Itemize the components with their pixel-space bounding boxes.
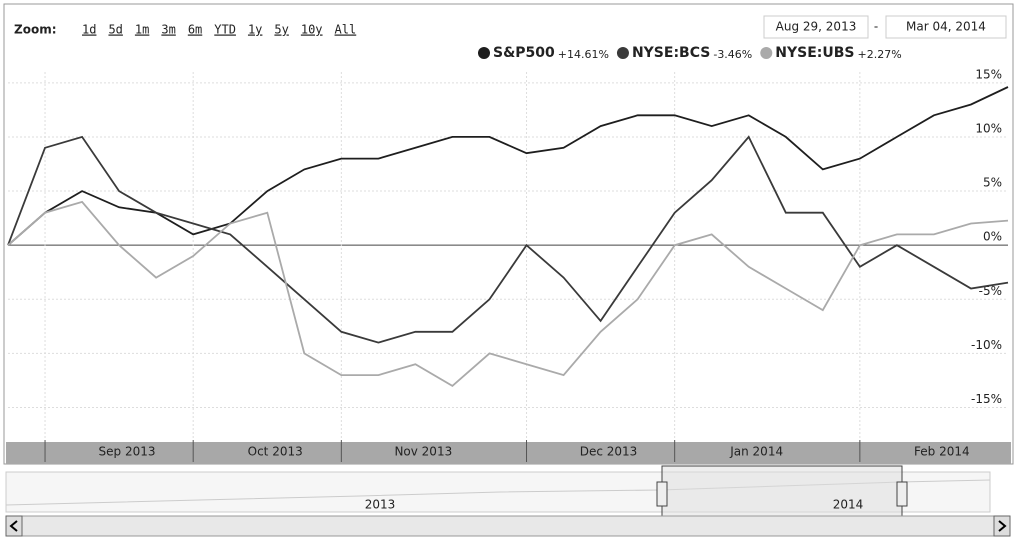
series-line — [7, 86, 1009, 246]
x-axis-band — [6, 442, 1011, 464]
series-line — [7, 135, 1009, 344]
scrollbar[interactable] — [5, 515, 1011, 537]
x-tick-label: Feb 2014 — [914, 445, 970, 459]
legend-name[interactable]: S&P500 — [493, 45, 555, 61]
navigator-handle-left[interactable] — [656, 481, 668, 507]
legend-dot[interactable] — [760, 47, 773, 59]
navigator-year: 2014 — [833, 498, 864, 512]
navigator-year: 2013 — [365, 498, 396, 512]
x-tick-label: Jan 2014 — [729, 445, 783, 459]
y-tick-label: -15% — [971, 392, 1002, 406]
legend-change: +14.61% — [558, 48, 609, 61]
chart-frame — [3, 3, 1014, 465]
y-tick-label: -10% — [971, 338, 1002, 352]
scroll-right-arrow — [998, 520, 1007, 532]
legend-change: -3.46% — [713, 48, 752, 61]
y-tick-label: -5% — [979, 284, 1002, 298]
y-tick-label: 15% — [975, 67, 1002, 81]
zoom-button[interactable]: YTD — [214, 23, 236, 37]
zoom-button[interactable]: 1m — [135, 23, 149, 37]
scroll-left-arrow — [9, 520, 18, 532]
zoom-button[interactable]: 5d — [108, 23, 122, 37]
y-tick-label: 5% — [983, 176, 1002, 190]
zoom-button[interactable]: 1y — [248, 23, 262, 37]
navigator-handle-right[interactable] — [896, 481, 908, 507]
range-end[interactable]: Mar 04, 2014 — [906, 20, 986, 34]
legend-dot[interactable] — [478, 47, 490, 59]
x-tick-label: Sep 2013 — [99, 445, 156, 459]
range-sep: - — [874, 20, 878, 34]
legend-change: +2.27% — [858, 48, 902, 61]
zoom-button[interactable]: 6m — [188, 23, 202, 37]
x-tick-label: Nov 2013 — [394, 445, 452, 459]
zoom-button[interactable]: 1d — [82, 23, 96, 37]
series-line — [7, 200, 1009, 388]
range-start[interactable]: Aug 29, 2013 — [776, 20, 857, 34]
zoom-button[interactable]: All — [335, 23, 357, 37]
zoom-label: Zoom: — [14, 23, 57, 37]
zoom-button[interactable]: 5y — [274, 23, 288, 37]
legend-dot[interactable] — [616, 47, 629, 59]
legend-name[interactable]: NYSE:UBS — [775, 45, 854, 61]
y-tick-label: 0% — [983, 230, 1002, 244]
legend-name[interactable]: NYSE:BCS — [632, 45, 710, 61]
scroll-right[interactable] — [993, 515, 1011, 537]
x-tick-label: Oct 2013 — [248, 445, 303, 459]
zoom-button[interactable]: 10y — [301, 23, 323, 37]
x-tick-label: Dec 2013 — [580, 445, 638, 459]
range-start-box[interactable] — [763, 15, 869, 39]
range-end-box[interactable] — [885, 15, 1007, 39]
scroll-left[interactable] — [5, 515, 23, 537]
y-tick-label: 10% — [975, 121, 1002, 135]
zoom-button[interactable]: 3m — [161, 23, 175, 37]
